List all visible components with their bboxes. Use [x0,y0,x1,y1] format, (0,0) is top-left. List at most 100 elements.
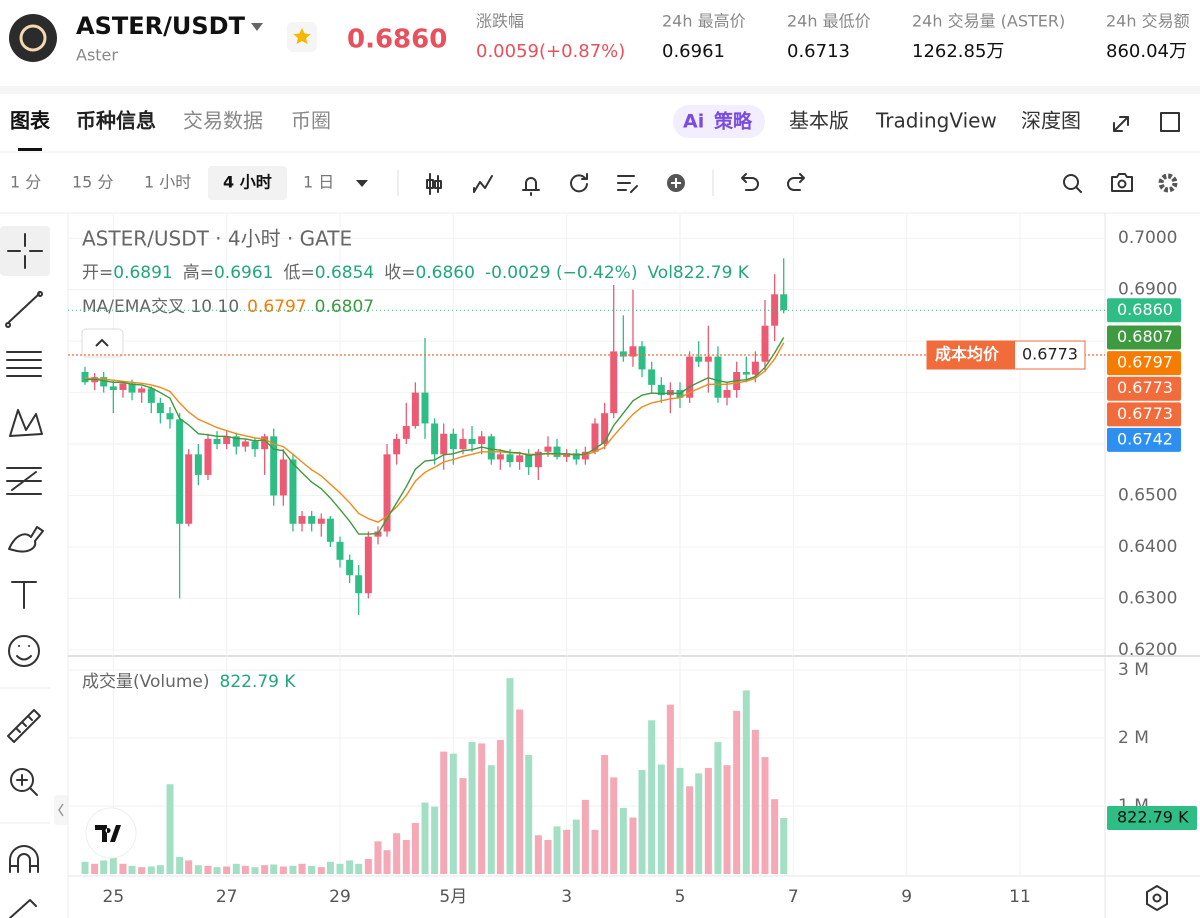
candle-body [563,453,571,457]
interval[interactable]: 1 分 [10,173,41,192]
settings-icon[interactable] [1158,173,1178,193]
ohlc-value: 0.6961 [214,263,273,283]
stat-label: 24h 最低价 [787,12,871,31]
ai-pill[interactable] [673,105,765,138]
volume-title: 成交量(Volume) [82,672,210,692]
volume-bar [581,799,589,874]
volume-bar [346,860,354,874]
collapse-tab[interactable] [54,795,68,825]
projection-tool[interactable] [6,467,42,495]
search-handle [1075,186,1082,193]
volume-bar [431,806,439,874]
pair[interactable]: ASTER/USDT [76,12,246,40]
pair-dropdown[interactable] [251,23,263,31]
candle-body [298,516,306,524]
crosshair-tool[interactable] [7,233,43,269]
line-tool[interactable] [5,291,44,328]
y-tick-label: 0.7000 [1118,228,1177,248]
volume-bar [506,678,514,874]
stat-value: 0.6713 [787,41,850,62]
interval[interactable]: 15 分 [72,173,113,192]
search-icon[interactable] [1063,174,1079,190]
candle-body [581,451,589,460]
view-tab[interactable]: TradingView [875,109,997,133]
candle-body [610,351,618,414]
volume-bar [241,865,249,874]
volume-bar [251,867,259,874]
volume-bar [704,767,712,874]
undo-icon[interactable] [741,173,759,191]
fib-tool[interactable] [6,351,42,377]
candle-body [704,356,712,362]
candle-body [138,388,146,393]
axis-settings[interactable] [1146,885,1168,911]
collapse-legend[interactable] [81,328,124,358]
ohlc-label: 低= [283,263,314,283]
interval[interactable]: 1 日 [303,173,334,192]
view-tab[interactable]: 深度图 [1021,109,1081,133]
tab[interactable]: 图表 [10,109,51,133]
y-tick-label: 0.6900 [1118,280,1177,300]
plot [81,258,788,874]
window-icon[interactable] [1160,112,1180,132]
replay-icon[interactable] [570,173,588,193]
camera-icon[interactable] [1111,173,1133,192]
x-tick-label: 5月 [439,887,467,907]
interval[interactable]: 1 小时 [144,173,191,192]
fullscreen-icon[interactable] [1113,116,1129,132]
candle-body [553,446,561,457]
zoom-tool[interactable] [10,768,34,792]
candle-body [241,441,249,447]
template-icon[interactable] [617,175,638,193]
volume-legend: 成交量(Volume) 822.79 K [82,672,296,692]
volume-bar [81,861,89,874]
indicator-icon[interactable] [473,175,493,193]
tool-selected [0,226,50,276]
candle-body [478,436,486,445]
magnet-tool[interactable] [9,845,39,873]
volume-bar [364,859,372,874]
candle-body [326,518,334,542]
emoji-tool[interactable] [8,635,40,667]
tv-logo[interactable] [85,807,137,859]
left-toolbar [0,226,68,918]
volume-bar [204,865,212,874]
tab[interactable]: 币圈 [291,109,331,133]
change-label: 涨跌幅 [476,12,524,31]
strategy[interactable]: 策略 [714,110,753,133]
vol-value: 822.79 K [673,263,750,283]
volume-box-label: 822.79 K [1117,808,1189,827]
volume-bar [648,720,656,874]
interval[interactable]: 4 小时 [223,173,272,192]
text-tool[interactable] [11,581,37,609]
candle-body [364,536,372,594]
tv-logo-mark [95,825,121,842]
pencil-tool[interactable] [9,899,37,918]
candle-icon[interactable] [426,173,442,195]
volume-bar [355,863,363,874]
volume-bar [601,755,609,874]
volume-bar [138,867,146,874]
volume-bar [780,818,788,874]
alert-icon[interactable] [522,177,540,196]
volume-bar [553,826,561,874]
collapse-arrow [58,803,64,817]
ruler-tool[interactable] [7,709,41,743]
interval-dropdown[interactable] [356,180,368,187]
price-box [1107,351,1181,376]
brush-tool[interactable] [8,526,44,553]
price-box-label: 0.6742 [1117,429,1173,448]
candle-body [317,518,325,524]
star [293,28,311,44]
pattern-tool[interactable] [9,409,43,437]
tab[interactable]: 币种信息 [76,109,156,133]
tab[interactable]: 交易数据 [183,109,263,133]
candle-body [638,346,646,370]
collapse-chevron [95,338,109,347]
view-tab[interactable]: 基本版 [789,109,849,133]
y-tick-label: 0.6500 [1118,485,1177,505]
candle-body [506,454,514,463]
y-tick-label: 0.6400 [1118,537,1177,557]
redo-icon[interactable] [787,173,805,191]
